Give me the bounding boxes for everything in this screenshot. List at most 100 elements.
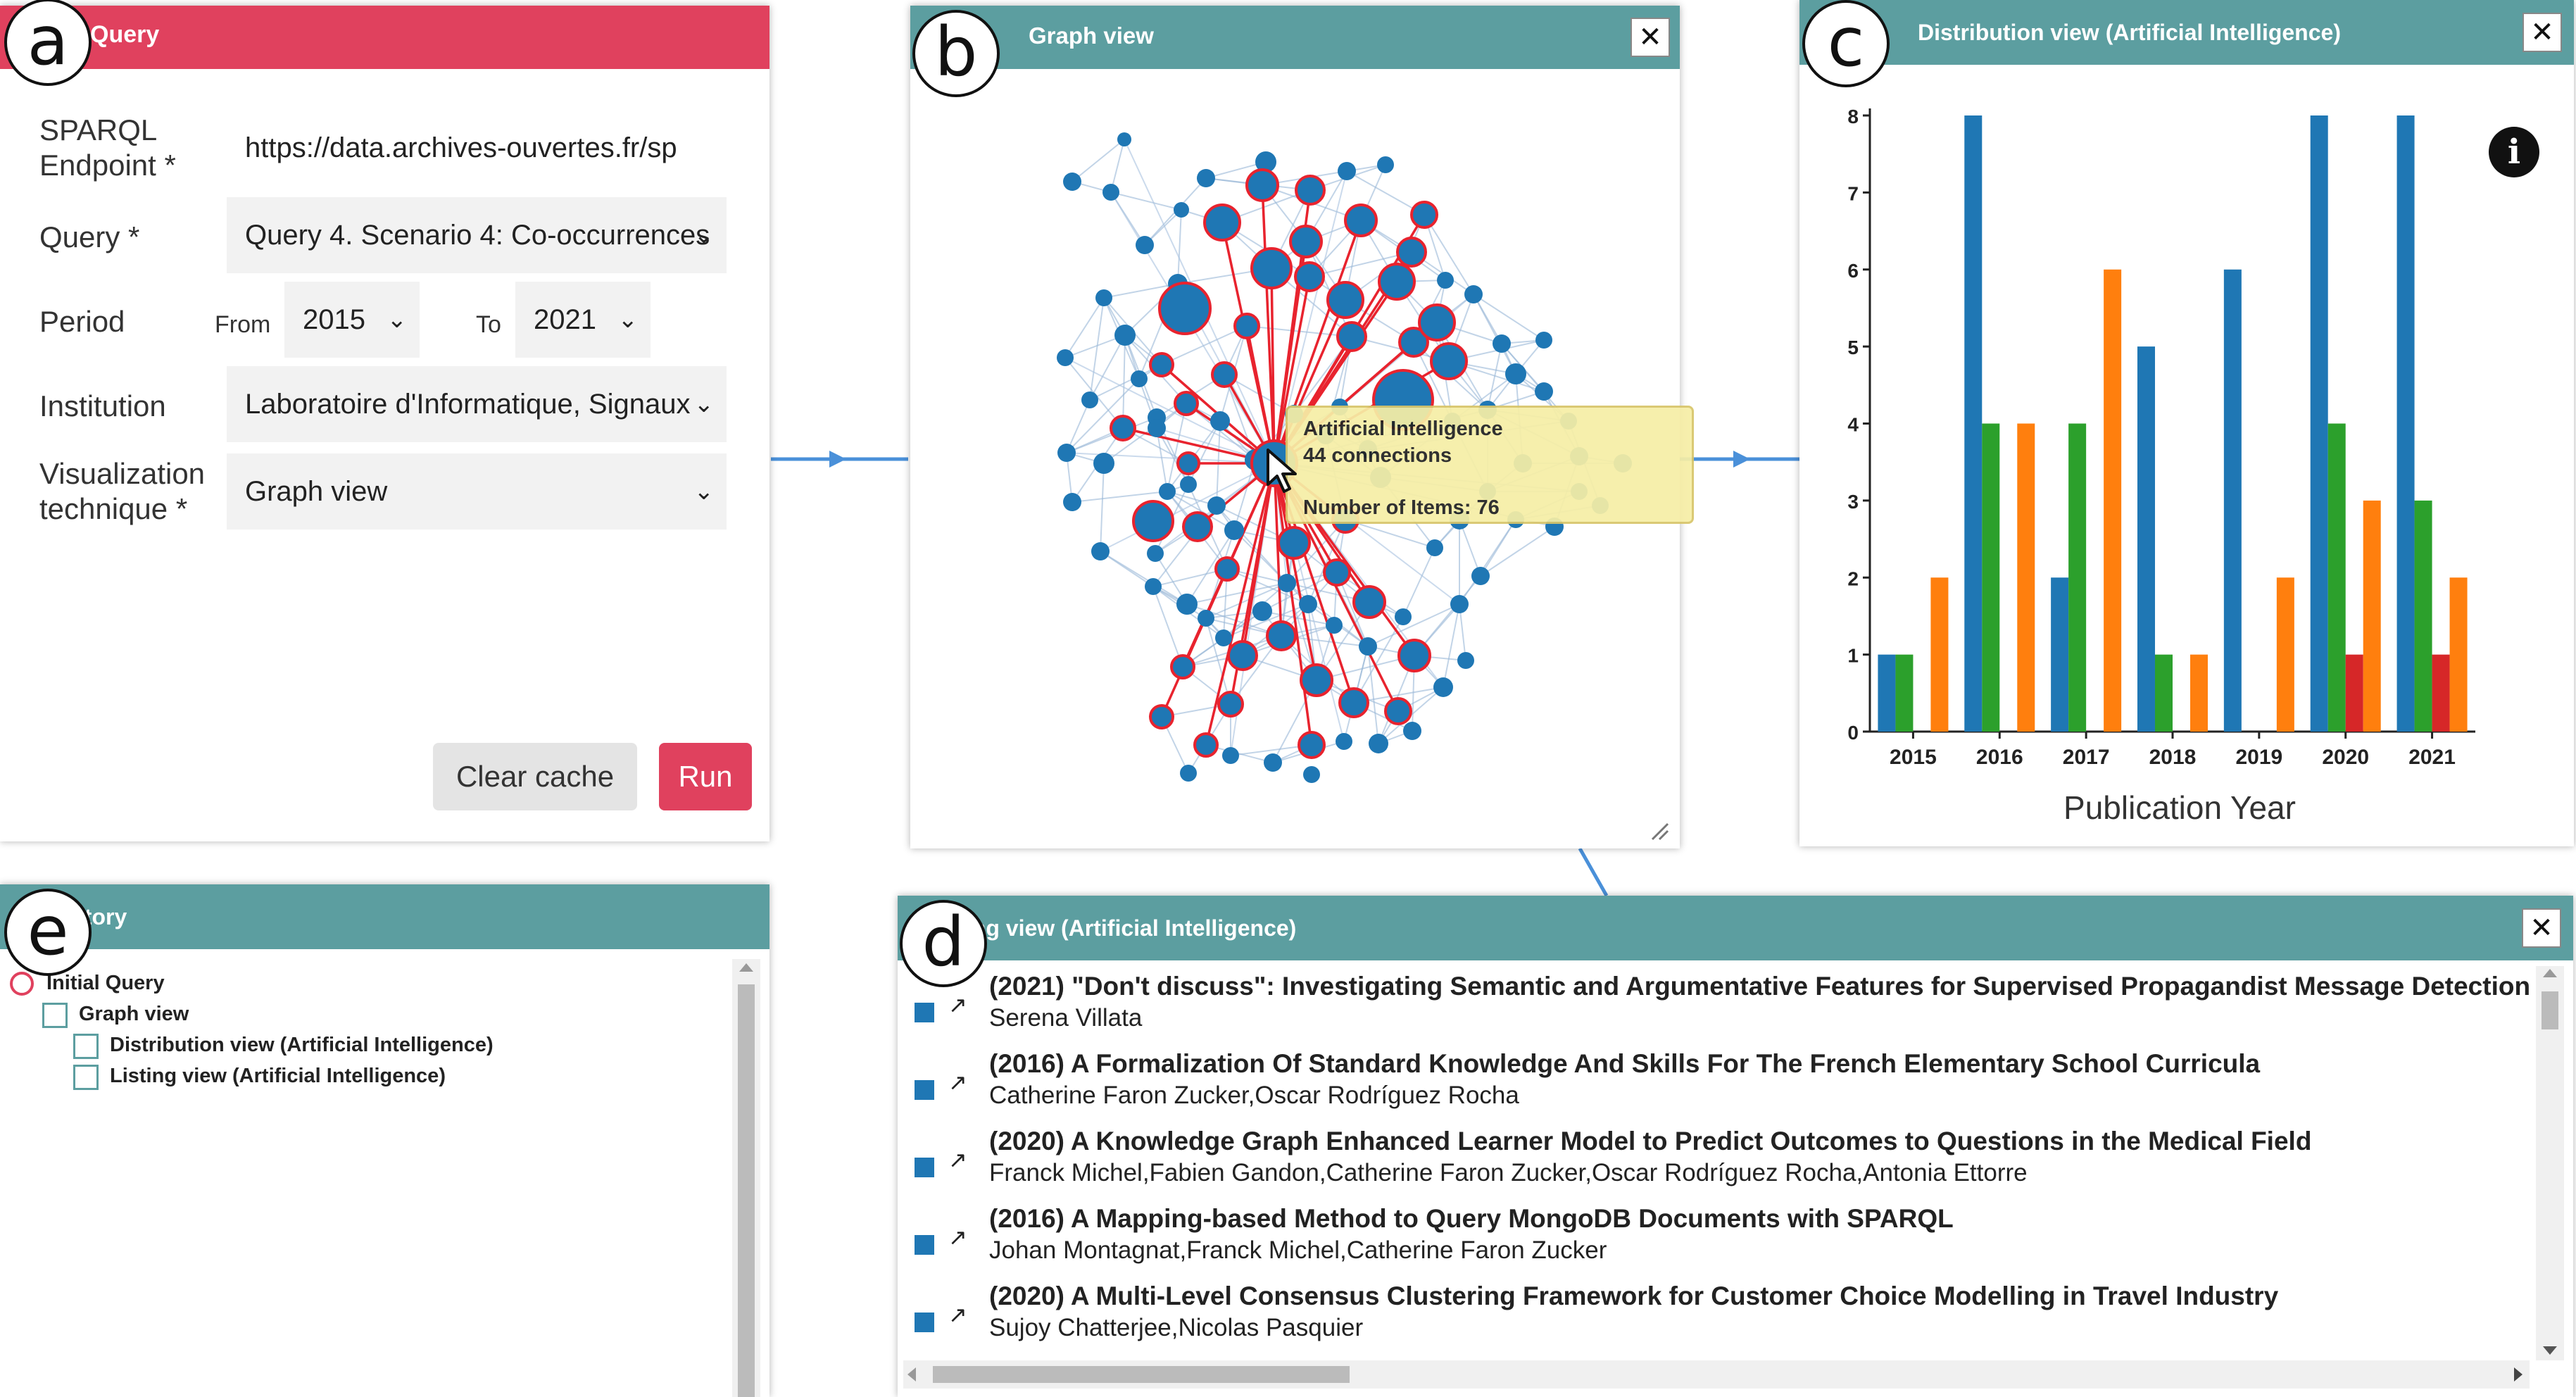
history-item-initial-query[interactable]: Initial Query — [46, 972, 165, 994]
graph-node[interactable] — [1147, 545, 1164, 562]
graph-node[interactable] — [1131, 370, 1148, 387]
graph-node[interactable] — [1278, 574, 1296, 592]
graph-node-highlighted[interactable] — [1295, 175, 1326, 206]
list-item-title[interactable]: (2016) A Mapping-based Method to Query M… — [989, 1204, 1954, 1233]
horizontal-scrollbar-thumb[interactable] — [933, 1366, 1350, 1383]
bar[interactable] — [2414, 500, 2432, 732]
bar[interactable] — [2190, 654, 2208, 732]
graph-node-highlighted[interactable] — [1170, 654, 1195, 679]
graph-node[interactable] — [1359, 637, 1377, 656]
graph-node[interactable] — [1252, 601, 1272, 621]
history-scrollbar[interactable] — [732, 959, 760, 1397]
graph-node[interactable] — [1095, 289, 1112, 306]
graph-node[interactable] — [1091, 542, 1110, 560]
graph-node[interactable] — [1207, 496, 1226, 515]
graph-node[interactable] — [1493, 334, 1511, 353]
graph-node-highlighted[interactable] — [1397, 639, 1431, 672]
from-select[interactable]: 2015 ⌄ — [284, 282, 420, 358]
graph-node-highlighted[interactable] — [1149, 352, 1174, 377]
graph-node-highlighted[interactable] — [1149, 704, 1174, 729]
list-item-title[interactable]: (2020) A Multi-Level Consensus Clusterin… — [989, 1282, 2279, 1310]
graph-node[interactable] — [1174, 202, 1189, 218]
bar[interactable] — [1930, 577, 1949, 732]
graph-node-highlighted[interactable] — [1344, 203, 1378, 237]
graph-node-highlighted[interactable] — [1418, 303, 1456, 342]
graph-node[interactable] — [1081, 391, 1098, 408]
institution-select[interactable]: Laboratoire d'Informatique, Signaux ⌄ — [227, 366, 727, 442]
bar[interactable] — [1878, 654, 1896, 732]
vertical-scrollbar[interactable] — [2536, 966, 2564, 1360]
history-item-graph-view[interactable]: Graph view — [79, 1003, 189, 1025]
graph-node[interactable] — [1136, 236, 1154, 254]
graph-node[interactable] — [1505, 363, 1526, 384]
scrollbar-thumb[interactable] — [2542, 991, 2558, 1029]
bar[interactable] — [1964, 115, 1983, 732]
external-link-icon[interactable]: ↗ — [948, 991, 967, 1018]
graph-node[interactable] — [1197, 169, 1215, 187]
graph-node-highlighted[interactable] — [1396, 237, 1427, 268]
scroll-up-arrow[interactable] — [739, 963, 753, 972]
graph-node-highlighted[interactable] — [1182, 511, 1213, 542]
graph-node-highlighted[interactable] — [1326, 281, 1364, 319]
graph-node-highlighted[interactable] — [1132, 500, 1174, 542]
graph-node-highlighted[interactable] — [1110, 415, 1136, 441]
graph-node-highlighted[interactable] — [1203, 203, 1241, 242]
bar[interactable] — [2345, 654, 2363, 732]
history-item-distribution-view[interactable]: Distribution view (Artificial Intelligen… — [110, 1034, 494, 1056]
graph-node[interactable] — [1403, 722, 1421, 740]
bar[interactable] — [2137, 346, 2155, 732]
graph-node-highlighted[interactable] — [1298, 731, 1326, 759]
graph-node[interactable] — [1377, 156, 1394, 173]
graph-node[interactable] — [1057, 349, 1074, 366]
graph-node-highlighted[interactable] — [1294, 261, 1325, 292]
graph-node[interactable] — [1057, 444, 1076, 462]
graph-node[interactable] — [1102, 184, 1119, 201]
run-button[interactable]: Run — [659, 743, 752, 810]
clear-cache-button[interactable]: Clear cache — [433, 743, 637, 810]
graph-node-highlighted[interactable] — [1158, 282, 1212, 335]
bar[interactable] — [2223, 269, 2242, 732]
list-item-title[interactable]: (2021) "Don't discuss": Investigating Se… — [989, 972, 2531, 1001]
resize-handle-icon[interactable] — [1650, 821, 1671, 842]
graph-node[interactable] — [1535, 382, 1553, 401]
visualization-select[interactable]: Graph view ⌄ — [227, 453, 727, 530]
graph-node-highlighted[interactable] — [1384, 697, 1412, 725]
graph-node[interactable] — [1215, 629, 1232, 646]
graph-node-highlighted[interactable] — [1352, 585, 1386, 619]
graph-node[interactable] — [1395, 608, 1412, 625]
graph-node[interactable] — [1180, 476, 1197, 493]
graph-node[interactable] — [1457, 652, 1474, 669]
graph-node[interactable] — [1336, 733, 1352, 750]
endpoint-input[interactable]: https://data.archives-ouvertes.fr/sp — [227, 110, 727, 186]
graph-node[interactable] — [1535, 332, 1552, 349]
graph-node[interactable] — [1464, 285, 1483, 303]
bar[interactable] — [1982, 423, 2000, 732]
close-icon[interactable]: ✕ — [2522, 13, 2562, 52]
bar[interactable] — [2155, 654, 2173, 732]
bar[interactable] — [2327, 423, 2346, 732]
bar[interactable] — [2310, 115, 2328, 732]
list-item-title[interactable]: (2020) A Knowledge Graph Enhanced Learne… — [989, 1127, 2312, 1155]
scroll-up-arrow[interactable] — [2543, 969, 2557, 977]
graph-node-highlighted[interactable] — [1245, 168, 1279, 202]
graph-node-highlighted[interactable] — [1323, 558, 1351, 587]
info-icon[interactable]: i — [2489, 127, 2539, 177]
graph-node-highlighted[interactable] — [1378, 263, 1416, 301]
graph-node-highlighted[interactable] — [1176, 451, 1200, 475]
graph-node[interactable] — [1338, 162, 1356, 180]
graph-node-highlighted[interactable] — [1233, 313, 1260, 339]
external-link-icon[interactable]: ↗ — [948, 1146, 967, 1173]
graph-node-highlighted[interactable] — [1336, 321, 1367, 352]
close-icon[interactable]: ✕ — [2522, 908, 2561, 948]
graph-node-highlighted[interactable] — [1338, 687, 1369, 718]
graph-node[interactable] — [1450, 595, 1469, 613]
graph-node[interactable] — [1426, 539, 1443, 556]
bar[interactable] — [2363, 500, 2381, 732]
list-item-title[interactable]: (2016) A Formalization Of Standard Knowl… — [989, 1049, 2261, 1078]
graph-node-highlighted[interactable] — [1250, 247, 1293, 289]
graph-node[interactable] — [1198, 610, 1214, 627]
graph-node-highlighted[interactable] — [1174, 391, 1199, 416]
query-select[interactable]: Query 4. Scenario 4: Co-occurrences ⌄ — [227, 197, 727, 273]
graph-node-highlighted[interactable] — [1430, 342, 1468, 380]
graph-node-highlighted[interactable] — [1410, 201, 1438, 229]
